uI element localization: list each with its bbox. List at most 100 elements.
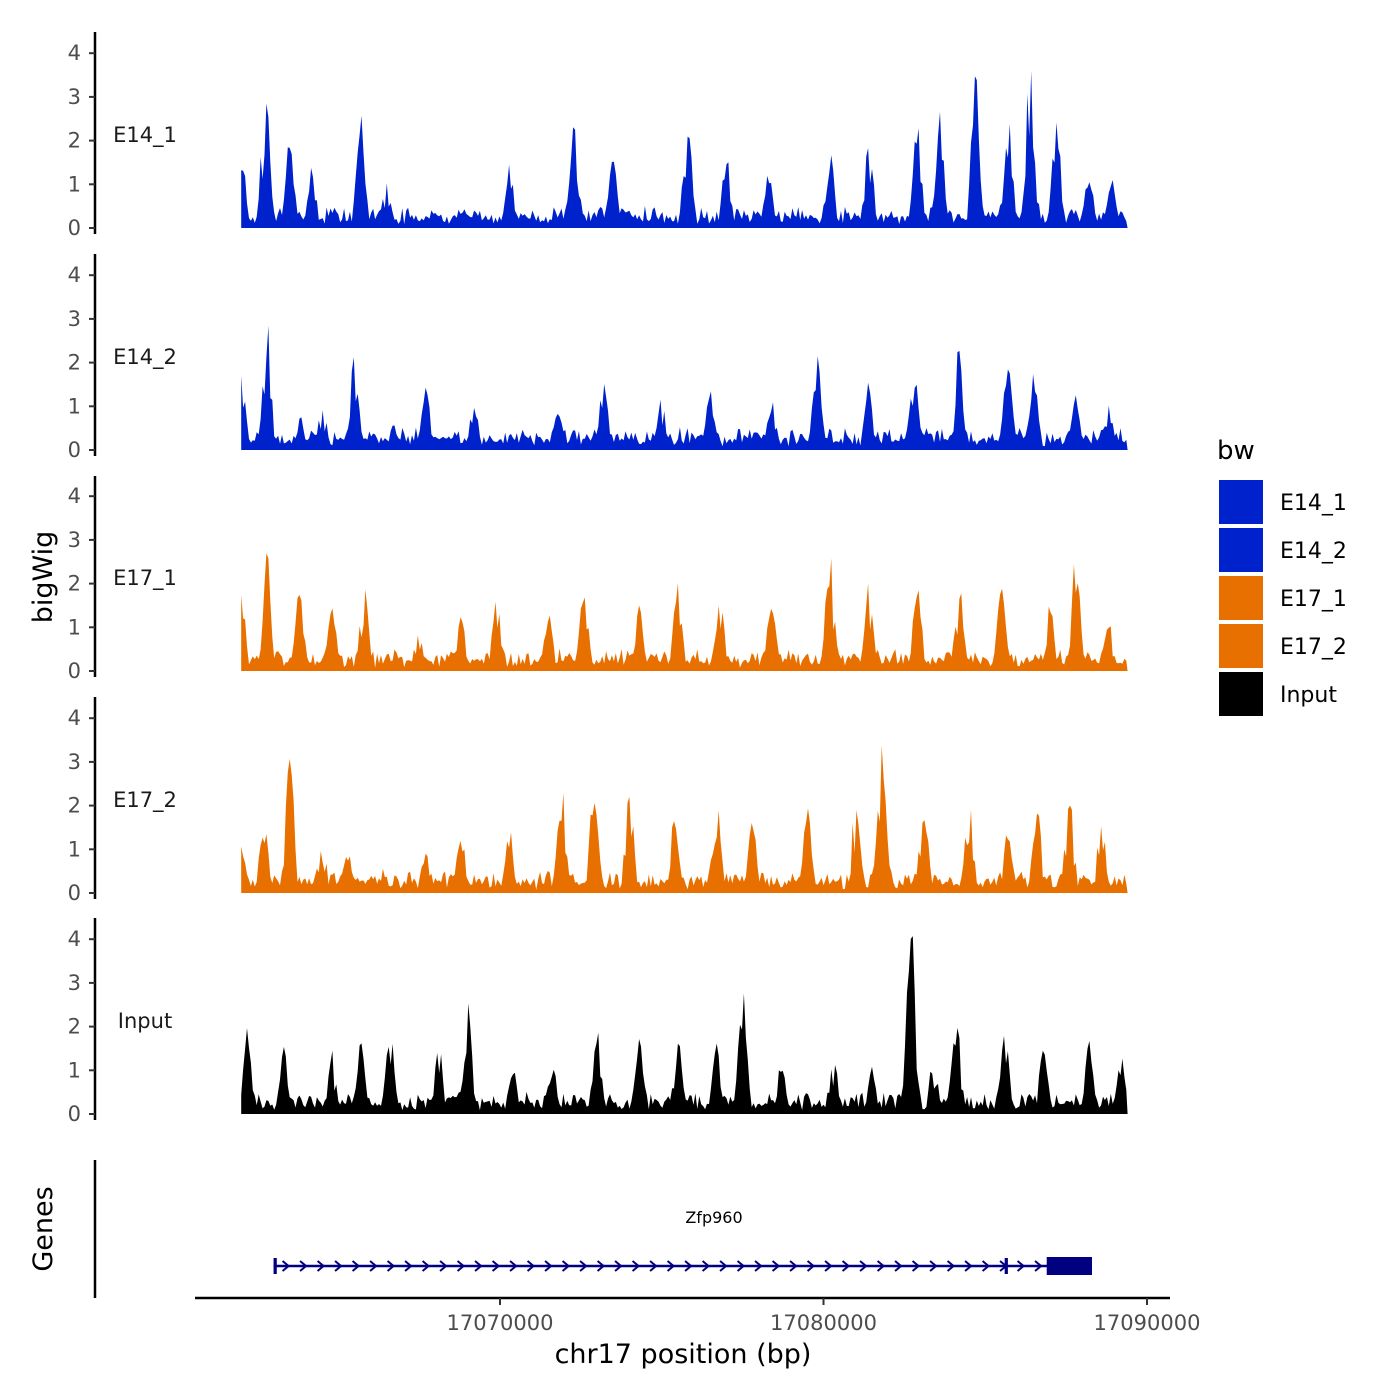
strand-chevron <box>754 1260 763 1272</box>
strand-chevron <box>334 1260 343 1272</box>
strand-chevron <box>281 1260 291 1272</box>
legend-title: bw <box>1217 436 1255 466</box>
strand-chevron <box>299 1260 308 1272</box>
strand-chevron <box>649 1260 658 1272</box>
strand-chevron <box>491 1260 501 1272</box>
gene-exon <box>1004 1258 1008 1274</box>
coverage-area-Input <box>241 936 1128 1114</box>
y-tick-label: 0 <box>68 659 81 683</box>
legend-swatch <box>1219 672 1263 716</box>
legend-item-E14_1: E14_1 <box>1219 480 1347 524</box>
strand-chevron <box>824 1260 833 1272</box>
y-tick-label: 3 <box>68 528 81 552</box>
strand-chevron <box>964 1260 973 1272</box>
y-tick-label: 3 <box>68 750 81 774</box>
y-tick-label: 2 <box>68 572 81 596</box>
x-tick-label: 17090000 <box>1094 1311 1201 1335</box>
y-tick-label: 1 <box>68 394 81 418</box>
y-tick-label: 4 <box>68 263 81 287</box>
x-tick-label: 17080000 <box>770 1311 877 1335</box>
track-E14_2: 0 1 2 3 4 E14_2 <box>68 254 1128 462</box>
strand-chevron <box>719 1260 728 1272</box>
strand-chevron <box>876 1260 886 1272</box>
strand-chevron <box>631 1260 641 1272</box>
coverage-area-E14_2 <box>241 325 1128 450</box>
strand-chevron <box>894 1260 903 1272</box>
y-tick-label: 1 <box>68 172 81 196</box>
gene-label: Zfp960 <box>685 1208 742 1227</box>
strand-chevron <box>911 1260 921 1272</box>
y-tick-label: 1 <box>68 1058 81 1082</box>
strand-chevron <box>386 1260 396 1272</box>
gene-exon <box>1046 1257 1093 1275</box>
x-axis-title: chr17 position (bp) <box>555 1339 812 1370</box>
track-label: Input <box>118 1009 172 1033</box>
y-tick-label: 1 <box>68 615 81 639</box>
strand-chevron <box>579 1260 588 1272</box>
y-tick-label: 3 <box>68 307 81 331</box>
y-tick-label: 0 <box>68 438 81 462</box>
strand-chevron <box>456 1260 466 1272</box>
legend-item-E17_1: E17_1 <box>1219 576 1347 620</box>
legend-label: E14_1 <box>1280 491 1347 516</box>
track-Input: 0 1 2 3 4 Input <box>68 918 1128 1126</box>
y-tick-label: 0 <box>68 1102 81 1126</box>
y-tick-label: 4 <box>68 927 81 951</box>
strand-chevron <box>806 1260 816 1272</box>
y-tick-label: 1 <box>68 837 81 861</box>
strand-chevron <box>946 1260 956 1272</box>
strand-chevron <box>474 1260 483 1272</box>
strand-chevron <box>526 1260 536 1272</box>
strand-chevron <box>736 1260 746 1272</box>
gene-exon <box>273 1258 277 1274</box>
legend-item-Input: Input <box>1219 672 1337 716</box>
legend: bw E14_1 E14_2 E17_1 E17_2 Input <box>1217 436 1347 716</box>
y-tick-label: 4 <box>68 484 81 508</box>
strand-chevron <box>369 1260 378 1272</box>
legend-swatch <box>1219 528 1263 572</box>
strand-chevron <box>509 1260 518 1272</box>
strand-chevron <box>859 1260 868 1272</box>
track-E17_2: 0 1 2 3 4 E17_2 <box>68 697 1128 905</box>
strand-chevron <box>544 1260 553 1272</box>
strand-chevron <box>701 1260 711 1272</box>
y-tick-label: 3 <box>68 85 81 109</box>
y-tick-label: 2 <box>68 351 81 375</box>
strand-chevron <box>316 1260 326 1272</box>
track-E14_1: 0 1 2 3 4 E14_1 <box>68 32 1128 240</box>
coverage-area-E17_1 <box>241 553 1128 671</box>
strand-chevron <box>351 1260 361 1272</box>
y-tick-label: 2 <box>68 1015 81 1039</box>
strand-chevron <box>771 1260 781 1272</box>
strand-chevron <box>1016 1260 1026 1272</box>
coverage-area-E14_1 <box>241 71 1128 228</box>
strand-chevron <box>561 1260 571 1272</box>
y-axis-title: bigWig <box>28 531 59 624</box>
legend-swatch <box>1219 480 1263 524</box>
strand-chevron <box>666 1260 676 1272</box>
strand-chevron <box>614 1260 623 1272</box>
strand-chevron <box>789 1260 798 1272</box>
legend-label: Input <box>1280 683 1337 708</box>
legend-label: E14_2 <box>1280 539 1347 564</box>
y-tick-label: 0 <box>68 881 81 905</box>
y-tick-label: 2 <box>68 129 81 153</box>
legend-swatch <box>1219 576 1263 620</box>
y-tick-label: 3 <box>68 971 81 995</box>
track-label: E17_2 <box>113 788 177 813</box>
legend-item-E14_2: E14_2 <box>1219 528 1347 572</box>
genes-panel: Genes Zfp960 <box>28 1160 1093 1298</box>
strand-chevron <box>439 1260 448 1272</box>
strand-chevron <box>981 1260 991 1272</box>
strand-chevron <box>929 1260 938 1272</box>
legend-label: E17_1 <box>1280 587 1347 612</box>
x-axis: 17070000 17080000 17090000 <box>195 1296 1201 1335</box>
x-tick-label: 17070000 <box>447 1311 554 1335</box>
track-label: E14_1 <box>113 123 177 148</box>
strand-chevron <box>1034 1260 1043 1272</box>
genes-title: Genes <box>28 1186 59 1271</box>
track-label: E14_2 <box>113 345 177 370</box>
legend-label: E17_2 <box>1280 635 1347 660</box>
strand-chevron <box>404 1260 413 1272</box>
